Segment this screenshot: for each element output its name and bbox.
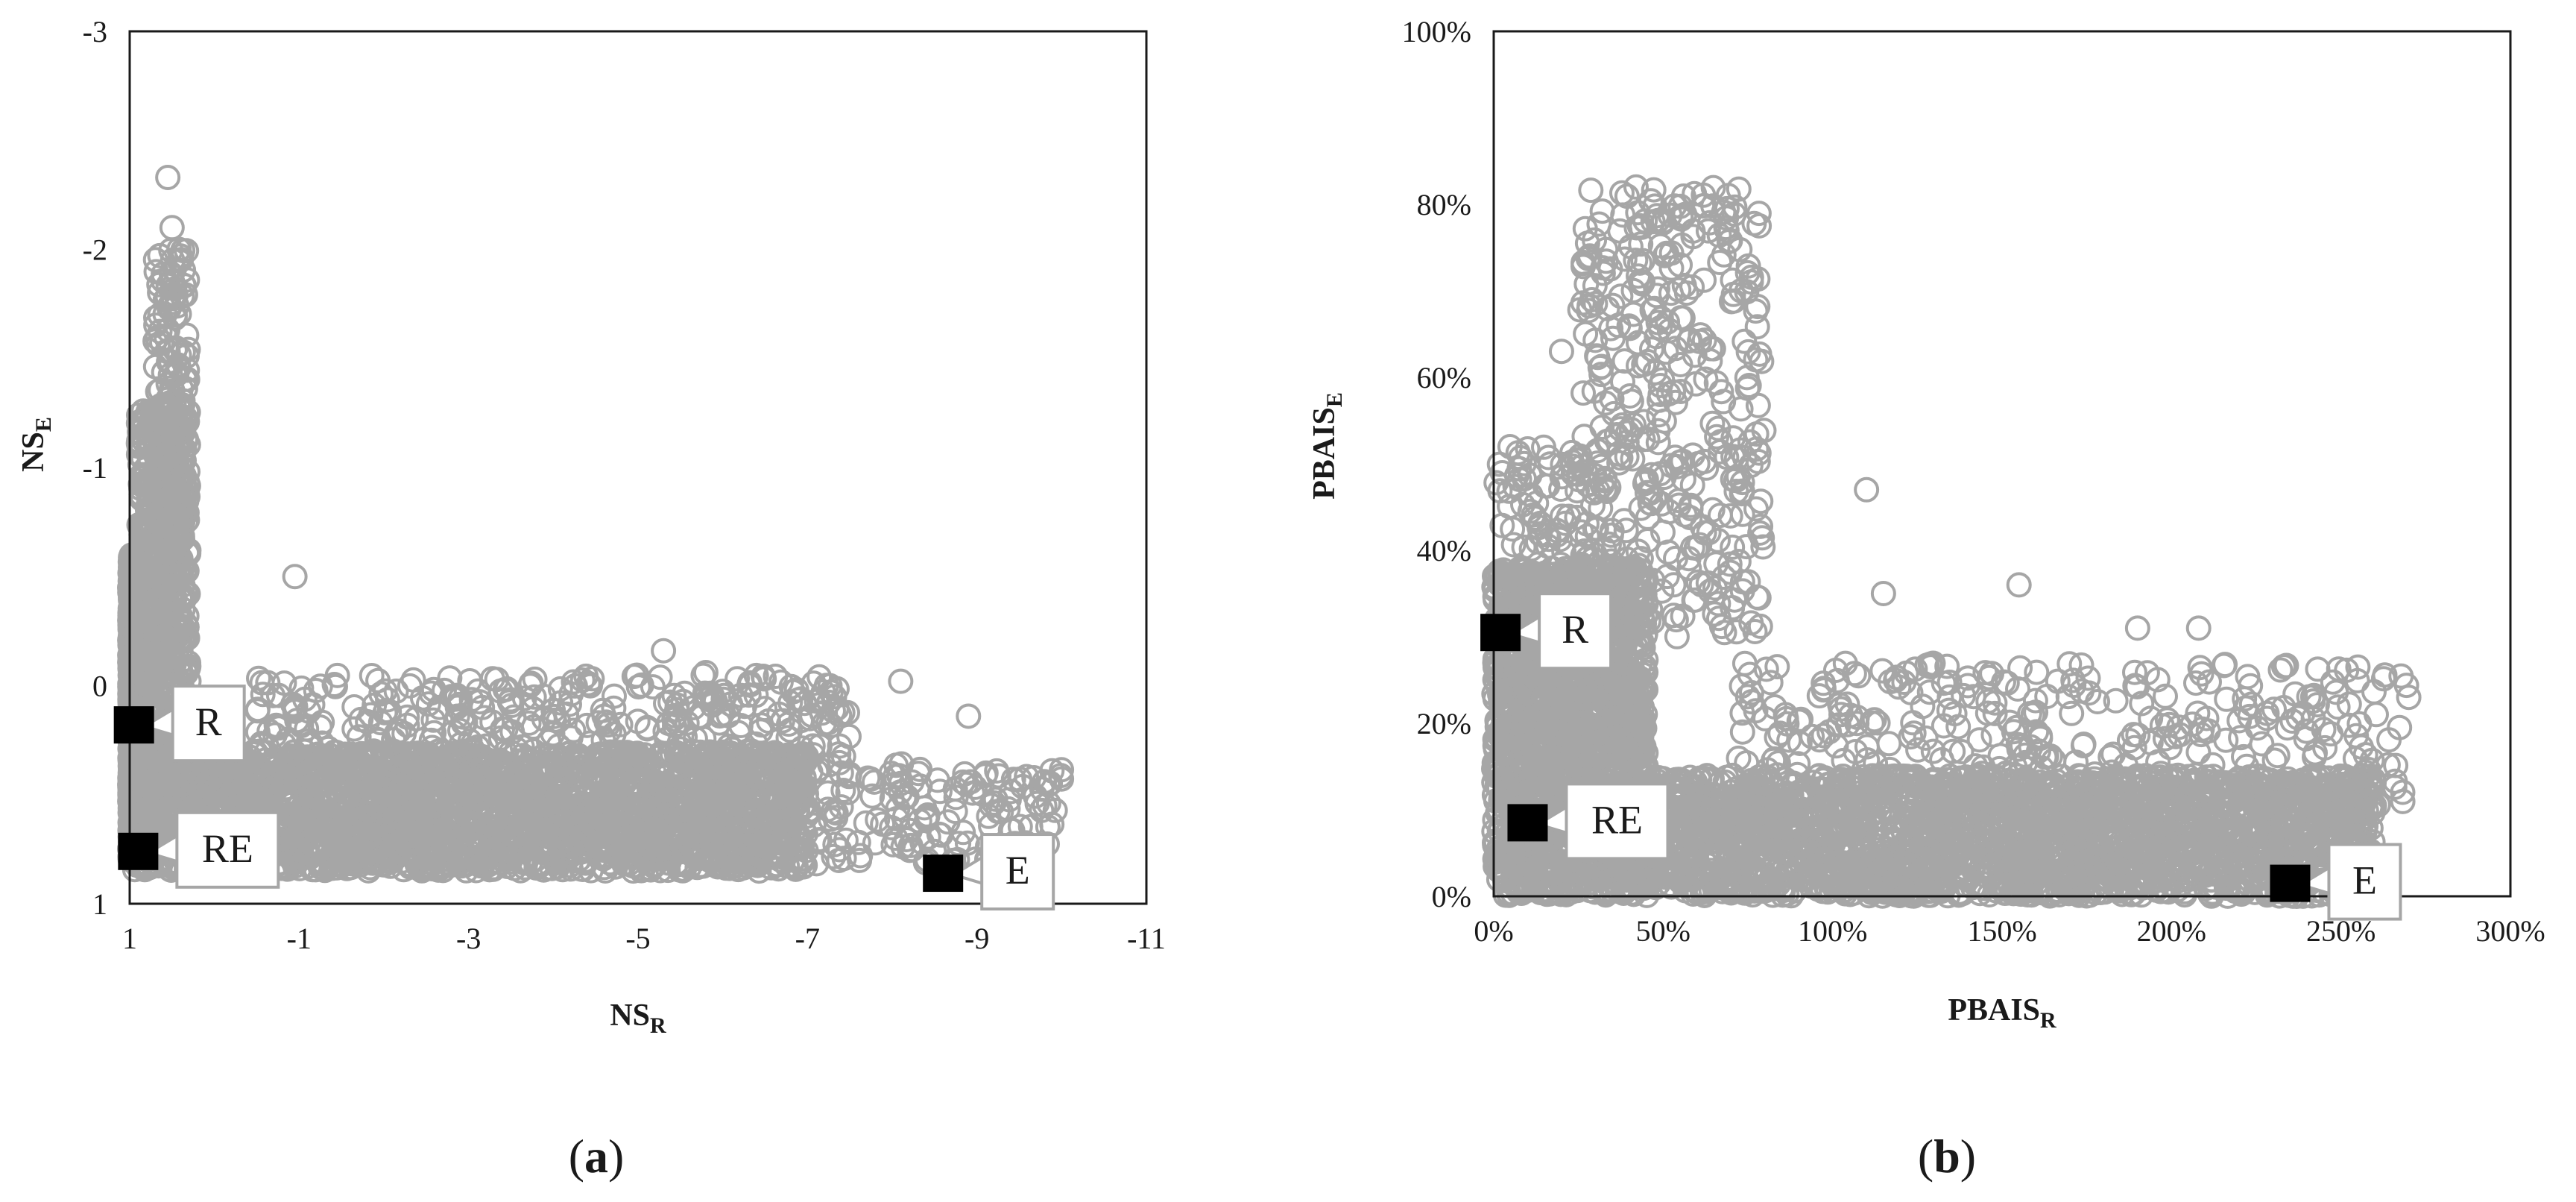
y-tick-label: -3 xyxy=(83,15,107,48)
data-point xyxy=(147,242,173,268)
data-point xyxy=(171,405,197,431)
panel-b: 0% 50% 100% 150% 200% 250% 300% 100%80%60%40%2… xyxy=(1307,15,2545,1183)
data-point xyxy=(159,451,185,477)
x-tick-label: -9 xyxy=(965,922,989,955)
y-tick-label: -1 xyxy=(83,451,107,485)
data-point xyxy=(136,622,162,648)
panel-a-label-close: ) xyxy=(608,1130,624,1183)
panel-a-y-tick-labels: -3 -2 -1 0 1 xyxy=(83,15,107,921)
data-point xyxy=(133,520,160,547)
panel-a: 1 -1 -3 -5 -7 -9 -11 -3-2-101 RRE E NSR NSE (a) xyxy=(16,15,1166,1183)
data-point xyxy=(244,696,271,723)
panel-a-label-letter: a xyxy=(584,1130,608,1183)
panel-a-y-axis-title-main: NS xyxy=(16,432,51,472)
data-point xyxy=(169,613,195,639)
x-tick-label: -5 xyxy=(625,922,650,955)
outlier-point xyxy=(159,215,185,241)
data-point xyxy=(141,581,166,607)
data-point xyxy=(397,673,423,699)
x-tick-label: -1 xyxy=(287,922,312,955)
panel-a-label: (a) xyxy=(569,1130,625,1183)
data-point xyxy=(163,283,189,308)
panel-a-scatter-points xyxy=(117,164,1075,884)
data-point xyxy=(131,532,157,558)
panel-a-y-axis-title-sub: E xyxy=(31,417,56,432)
outlier-point xyxy=(651,638,677,664)
highlight-marker xyxy=(118,832,159,870)
data-point xyxy=(359,663,385,688)
y-tick-label: 1 xyxy=(92,887,107,921)
data-point xyxy=(154,655,180,682)
data-point xyxy=(139,642,164,668)
panel-a-x-tick-labels: 1 -1 -3 -5 -7 -9 -11 xyxy=(122,922,1166,955)
outlier-point xyxy=(956,703,982,729)
panel-a-x-axis-title-sub: R xyxy=(650,1013,666,1038)
highlight-marker xyxy=(113,706,154,744)
x-tick-label: -3 xyxy=(456,922,481,955)
data-point xyxy=(147,280,173,306)
data-point xyxy=(167,467,193,493)
y-tick-label: 0 xyxy=(92,670,107,703)
outlier-point xyxy=(888,668,914,694)
x-tick-label: -7 xyxy=(795,922,820,955)
data-point xyxy=(175,336,201,362)
data-point xyxy=(158,436,184,462)
outlier-point xyxy=(282,564,308,590)
callout-label: R xyxy=(195,699,222,744)
data-point xyxy=(134,678,160,704)
outlier-point xyxy=(155,164,181,190)
data-point xyxy=(157,545,183,571)
data-point xyxy=(172,376,198,402)
x-tick-label: 1 xyxy=(122,922,137,955)
highlight-marker xyxy=(923,855,964,893)
callout-label: RE xyxy=(202,826,253,871)
panel-a-label-open: ( xyxy=(569,1130,584,1183)
data-point xyxy=(158,349,184,375)
data-point xyxy=(142,247,168,273)
data-point xyxy=(130,486,156,512)
data-point xyxy=(136,444,162,471)
panel-a-x-axis-title-main: NS xyxy=(610,998,650,1033)
data-point xyxy=(167,505,193,531)
callout-label: E xyxy=(1006,848,1030,893)
data-point xyxy=(161,651,187,677)
data-point xyxy=(145,635,171,661)
panel-a-x-axis-title: NSR xyxy=(610,998,666,1038)
panel-a-y-axis-title: NSE xyxy=(16,417,56,472)
data-point xyxy=(137,517,163,544)
x-tick-label: -11 xyxy=(1127,922,1166,955)
y-tick-label: -2 xyxy=(83,233,107,267)
data-point xyxy=(175,432,201,458)
data-point xyxy=(174,558,200,584)
